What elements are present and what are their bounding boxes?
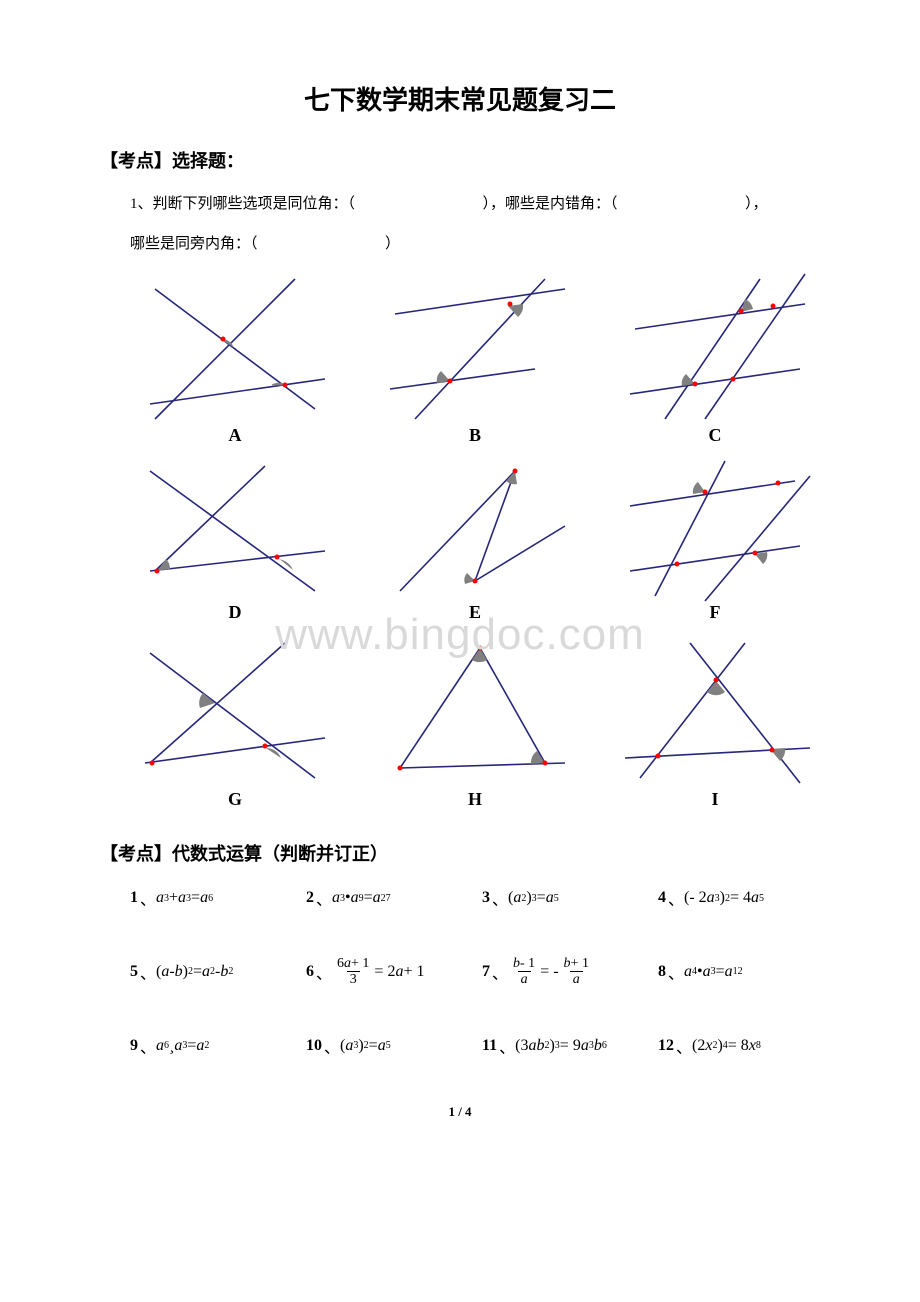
label-g: G (130, 789, 340, 810)
alg-num-5: 5 (130, 963, 138, 981)
alg-item-10: 10、 (a3)2 = a5 (306, 1034, 468, 1058)
alg-item-3: 3、 (a2)3 = a5 (482, 886, 644, 910)
alg-item-4: 4、 (- 2a3)2 = 4a5 (658, 886, 820, 910)
alg-item-2: 2、 a3 •a9 = a27 (306, 886, 468, 910)
question-1-line1: 1、判断下列哪些选项是同位角：（ ），哪些是内错角：（ ）， (130, 189, 820, 219)
alg-item-12: 12、 (2x2)4 = 8x8 (658, 1034, 820, 1058)
label-i: I (610, 789, 820, 810)
section2-head: 【考点】代数式运算（判断并订正） (100, 840, 820, 866)
q1-part-c: ）， (745, 196, 768, 212)
label-e: E (370, 602, 580, 623)
alg-num-8: 8 (658, 963, 666, 981)
frac6-num: 6a+ 1 (334, 956, 372, 971)
diagram-g (135, 633, 335, 793)
alg-item-9: 9、 a6 ¸ a3 = a2 (130, 1034, 292, 1058)
doc-title: 七下数学期末常见题复习二 (100, 80, 820, 117)
page-number: 1 / 4 (100, 1104, 820, 1120)
diagram-i (615, 633, 815, 793)
diagram-h (375, 633, 575, 793)
q1-part-b: ），哪些是内错角：（ (483, 196, 618, 212)
label-a: A (130, 425, 340, 446)
diagram-f (615, 456, 815, 606)
alg-item-1: 1、 a3 + a3 = a6 (130, 886, 292, 910)
alg-num-4: 4 (658, 889, 666, 907)
alg-item-11: 11、 (3ab2)3 = 9a3b6 (482, 1034, 644, 1058)
frac7b-den: a (570, 971, 583, 987)
alg-num-10: 10 (306, 1037, 322, 1055)
diagram-e (375, 456, 575, 606)
alg-num-2: 2 (306, 889, 314, 907)
algebra-grid: 1、 a3 + a3 = a6 2、 a3 •a9 = a27 3、 (a2)3… (130, 886, 820, 1058)
alg-item-8: 8、 a4 •a3 = a12 (658, 960, 820, 984)
section1-head: 【考点】选择题： (100, 147, 820, 173)
q1-part-a: 1、判断下列哪些选项是同位角：（ (130, 196, 355, 212)
alg-num-9: 9 (130, 1037, 138, 1055)
label-f: F (610, 602, 820, 623)
label-d: D (130, 602, 340, 623)
alg-num-3: 3 (482, 889, 490, 907)
alg-item-6: 6、 6a+ 13 = 2a+ 1 (306, 956, 468, 988)
alg-num-11: 11 (482, 1037, 497, 1055)
alg-num-7: 7 (482, 963, 490, 981)
question-1-line2: 哪些是同旁内角：（ ） (130, 229, 820, 259)
label-c: C (610, 425, 820, 446)
diagram-d (135, 456, 335, 606)
label-b: B (370, 425, 580, 446)
diagram-a (135, 269, 335, 429)
q2-part-a: 哪些是同旁内角：（ (130, 236, 258, 252)
q2-part-b: ） (385, 236, 400, 252)
alg-item-5: 5、 (a- b)2 = a2- b2 (130, 960, 292, 984)
label-h: H (370, 789, 580, 810)
alg-item-7: 7、 b- 1a = - b+ 1a (482, 956, 644, 988)
alg-num-6: 6 (306, 963, 314, 981)
frac7a-num: b- 1 (510, 956, 538, 971)
diagram-b (375, 269, 575, 429)
frac6-den: 3 (347, 971, 360, 987)
frac7b-num: b+ 1 (561, 956, 592, 971)
diagram-c (615, 269, 815, 429)
alg-num-1: 1 (130, 889, 138, 907)
alg-num-12: 12 (658, 1037, 674, 1055)
diagram-grid: A B (130, 269, 820, 810)
frac7a-den: a (518, 971, 531, 987)
